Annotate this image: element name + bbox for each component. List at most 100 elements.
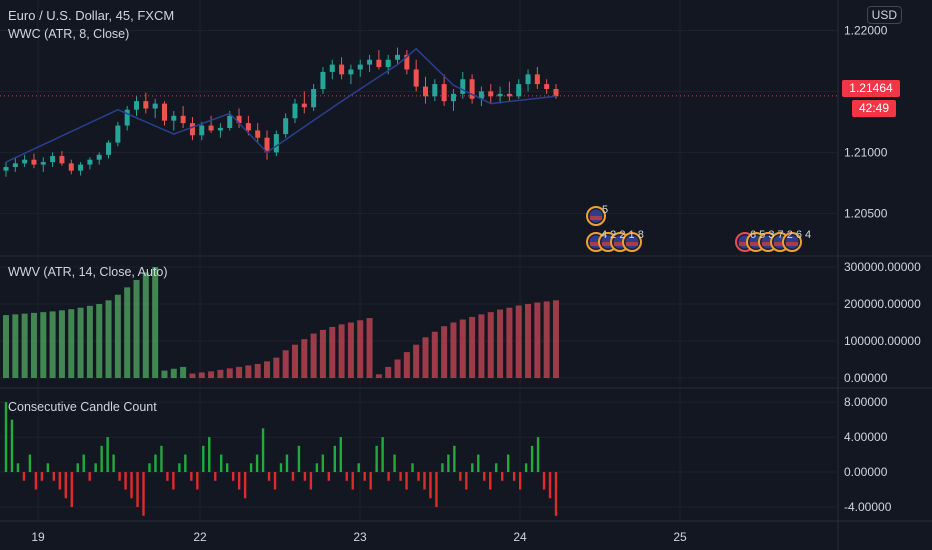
flag-stripe xyxy=(739,242,751,246)
volume-bar xyxy=(441,326,448,378)
candle-body xyxy=(292,103,298,119)
candle-body xyxy=(395,54,401,60)
price-pane[interactable] xyxy=(3,47,559,177)
volume-bar xyxy=(394,359,401,378)
candle-body xyxy=(152,103,158,109)
volume-bar xyxy=(133,279,140,378)
date-tick-label: 22 xyxy=(193,530,207,544)
count-bar xyxy=(477,454,480,473)
count-bar xyxy=(94,463,97,473)
candle-body xyxy=(506,93,512,97)
count-bar xyxy=(124,472,127,490)
volume-bar xyxy=(478,314,485,378)
count-bar xyxy=(112,454,115,473)
candle-body xyxy=(385,59,391,68)
event-counts: 6 5 3 7 2 6 4 xyxy=(750,229,811,241)
count-bar xyxy=(160,445,163,473)
count-bar xyxy=(363,472,366,481)
candle-body xyxy=(469,79,475,99)
zigzag-line xyxy=(5,47,557,163)
volume-bar xyxy=(114,294,121,378)
count-bar xyxy=(315,463,319,473)
count-bar xyxy=(231,472,235,481)
candle-body xyxy=(301,103,307,108)
count-bar xyxy=(291,472,295,481)
symbol-title[interactable]: Euro / U.S. Dollar, 45, FXCM xyxy=(8,8,175,23)
count-bar xyxy=(548,472,552,499)
volume-bar xyxy=(68,309,75,378)
candle-body xyxy=(450,93,456,102)
count-bar xyxy=(190,472,193,481)
count-bar xyxy=(214,472,217,481)
candle-body xyxy=(227,115,233,128)
volume-tick-label: 200000.00000 xyxy=(844,297,921,311)
candle-body xyxy=(22,159,28,164)
count-tick-label: 4.00000 xyxy=(844,430,888,444)
count-bar xyxy=(106,437,109,473)
count-bar xyxy=(285,454,289,473)
volume-bar xyxy=(86,305,93,378)
count-bar xyxy=(303,472,307,481)
flag-stripe xyxy=(786,242,798,246)
count-bar xyxy=(393,454,396,473)
count-bar xyxy=(196,472,199,490)
count-bar xyxy=(459,472,462,481)
volume-bar xyxy=(413,344,420,378)
candle-body xyxy=(283,118,289,135)
count-bar xyxy=(255,454,259,473)
volume-bar xyxy=(245,365,252,378)
currency-button[interactable]: USD xyxy=(866,6,902,24)
volume-bar xyxy=(450,322,457,378)
candle-body xyxy=(189,123,195,136)
candle-body xyxy=(115,125,121,143)
candle-body xyxy=(339,64,345,75)
volume-bar xyxy=(543,301,550,378)
candle-body xyxy=(404,54,410,70)
count-bar xyxy=(381,437,384,473)
volume-bar xyxy=(217,369,224,378)
count-bar xyxy=(225,463,229,473)
volume-bar xyxy=(403,352,410,378)
count-bar xyxy=(273,472,277,490)
volume-tick-label: 300000.00000 xyxy=(844,260,921,274)
count-bar xyxy=(166,472,169,481)
wwc-indicator-label[interactable]: WWC (ATR, 8, Close) xyxy=(8,27,130,41)
count-bar xyxy=(249,463,253,473)
volume-bar xyxy=(273,357,280,378)
candle-body xyxy=(320,71,326,89)
candle-body xyxy=(124,109,130,126)
count-bar xyxy=(453,445,456,473)
price-tick-label: 1.20500 xyxy=(844,206,888,220)
candle-body xyxy=(236,115,242,124)
volume-bar xyxy=(385,366,392,378)
candle-body xyxy=(273,134,279,153)
date-tick-label: 25 xyxy=(673,530,687,544)
candle-body xyxy=(357,64,363,70)
volume-pane[interactable] xyxy=(3,267,559,378)
volume-bar xyxy=(161,370,168,378)
count-bar xyxy=(506,454,510,473)
volume-bar xyxy=(310,333,317,378)
wwv-indicator-label[interactable]: WWV (ATR, 14, Close, Auto) xyxy=(8,265,168,279)
count-bar xyxy=(82,454,85,473)
candle-body xyxy=(348,69,354,75)
count-bar xyxy=(88,472,91,481)
count-bar xyxy=(46,463,50,473)
candle-count-label[interactable]: Consecutive Candle Count xyxy=(8,400,157,414)
volume-bar xyxy=(58,310,65,378)
flag-stripe xyxy=(590,216,602,220)
economic-events[interactable]: 5 4 2 2 1 8 6 5 3 7 2 6 4 xyxy=(586,204,811,252)
volume-bar xyxy=(347,322,354,378)
volume-bar xyxy=(96,304,103,378)
count-bar xyxy=(58,472,62,490)
volume-bar xyxy=(49,311,56,378)
count-pane[interactable] xyxy=(4,402,558,516)
volume-bar xyxy=(170,368,177,378)
count-bar xyxy=(34,472,38,490)
candle-body xyxy=(525,74,531,85)
candle-body xyxy=(171,115,177,121)
count-bar xyxy=(267,472,271,481)
count-bar xyxy=(16,463,20,473)
candle-body xyxy=(255,130,261,138)
candle-body xyxy=(432,84,438,97)
